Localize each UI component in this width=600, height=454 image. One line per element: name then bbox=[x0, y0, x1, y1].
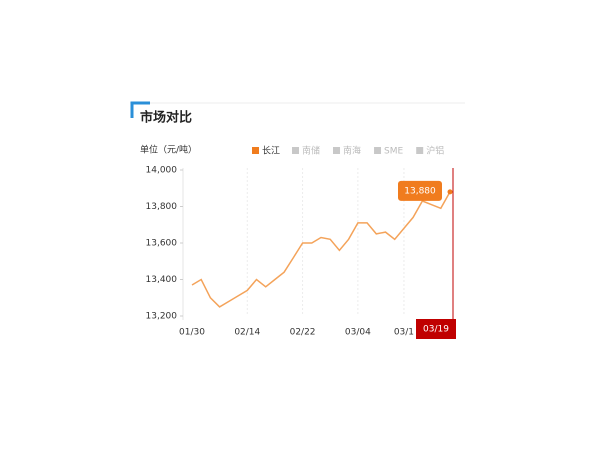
legend-swatch bbox=[252, 147, 259, 154]
legend-label: SME bbox=[384, 147, 403, 157]
y-tick-label: 13,600 bbox=[146, 239, 178, 249]
legend-swatch bbox=[333, 147, 341, 154]
legend-label: 沪铝 bbox=[426, 145, 444, 157]
x-tick-label: 03/04 bbox=[345, 328, 371, 338]
y-tick-label: 13,400 bbox=[146, 275, 178, 285]
data-line bbox=[191, 191, 451, 308]
legend-label: 长江 bbox=[262, 145, 280, 157]
title-bracket bbox=[130, 101, 150, 118]
x-tooltip bbox=[416, 319, 456, 339]
x-tick-label: 02/22 bbox=[290, 328, 316, 338]
legend-label: 南储 bbox=[302, 145, 320, 157]
y-tick-label: 13,800 bbox=[146, 202, 178, 212]
value-tooltip bbox=[398, 180, 442, 201]
data-point bbox=[447, 189, 453, 195]
legend-swatch bbox=[292, 147, 299, 154]
value-label: 13,880 bbox=[404, 186, 436, 196]
x-tooltip-label: 03/19 bbox=[423, 325, 449, 335]
y-tick-label: 14,000 bbox=[146, 166, 178, 176]
x-tick-label: 03/1 bbox=[394, 328, 414, 338]
legend-swatch bbox=[374, 147, 382, 154]
y-tick-label: 13,200 bbox=[146, 312, 178, 322]
legend-swatch bbox=[416, 147, 424, 154]
x-tick-label: 02/14 bbox=[234, 328, 260, 338]
legend-label: 南海 bbox=[343, 145, 361, 157]
chart-title: 市场对比 bbox=[140, 110, 192, 126]
x-tick-label: 01/30 bbox=[179, 328, 205, 338]
unit-label: 单位（元/吨） bbox=[140, 144, 197, 156]
